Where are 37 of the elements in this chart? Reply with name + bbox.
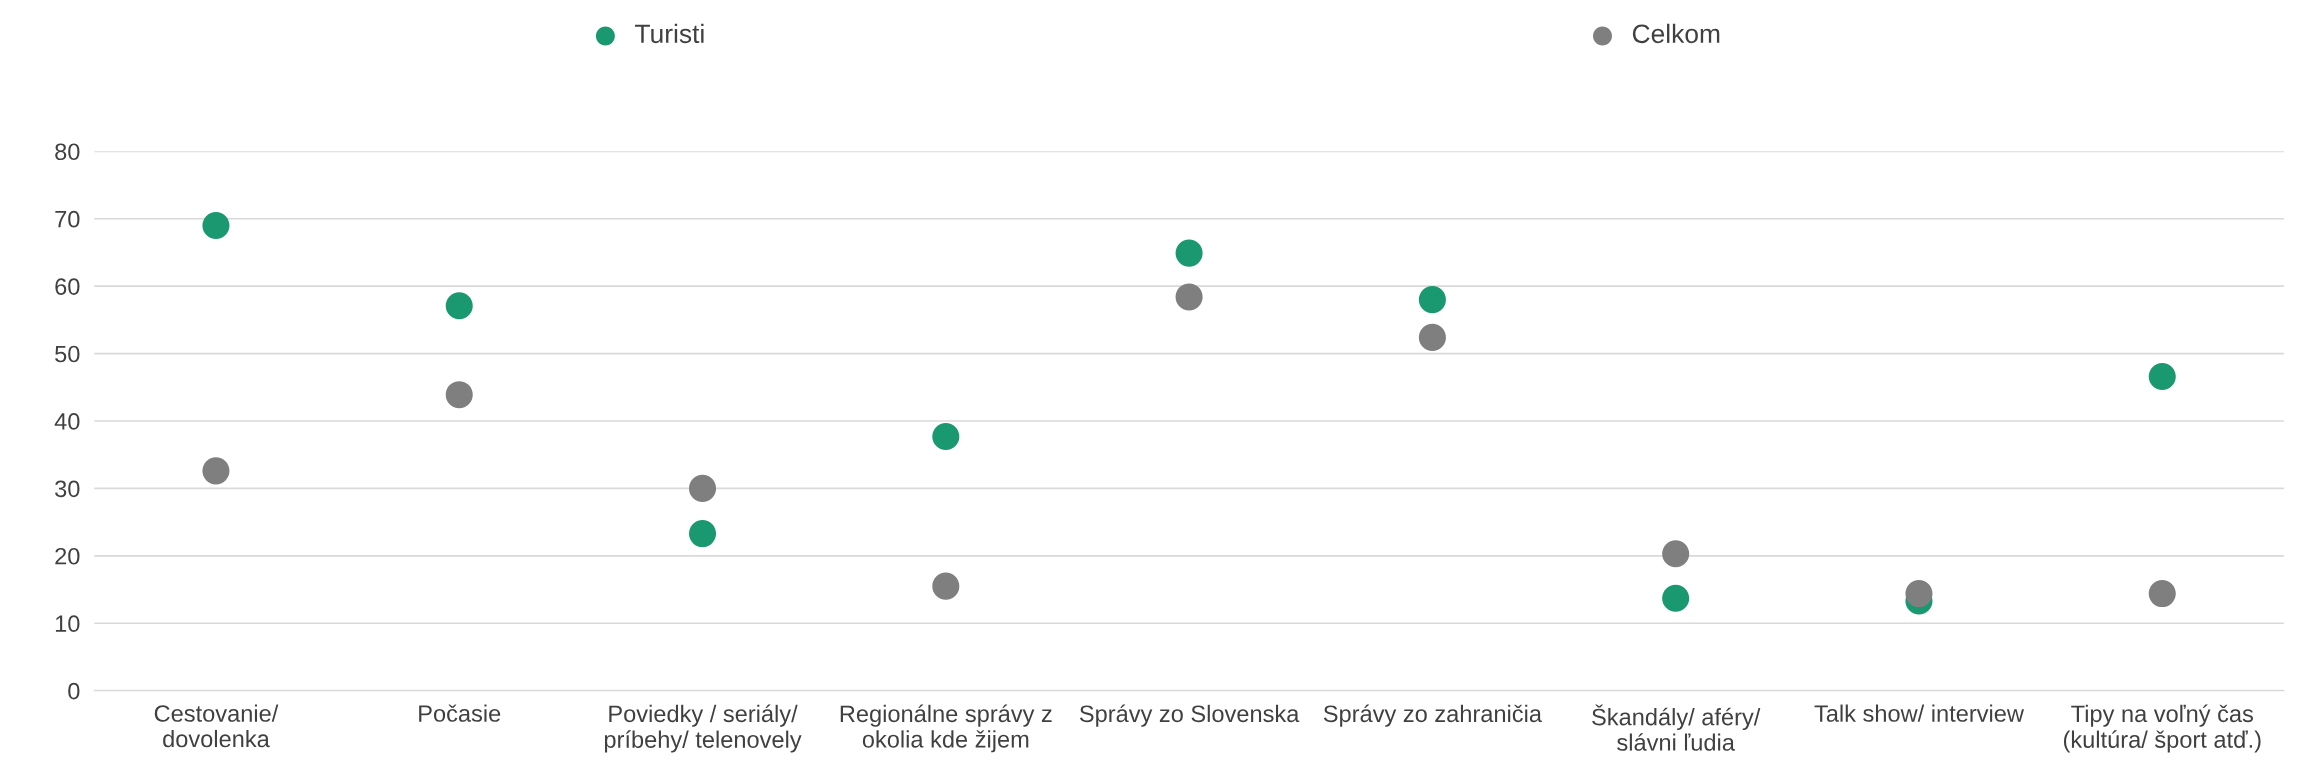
point bbox=[688, 520, 717, 548]
point bbox=[202, 211, 230, 240]
point bbox=[1175, 283, 1203, 311]
point bbox=[932, 422, 960, 451]
legend-label: Turisti bbox=[635, 23, 704, 44]
point bbox=[932, 572, 960, 600]
x-tick-label: Talk show/ interview bbox=[1814, 704, 2024, 722]
point bbox=[1662, 584, 1690, 612]
point bbox=[202, 457, 230, 485]
point bbox=[1175, 239, 1203, 267]
x-tick-label: Regionálne správy z okolia kde žijem bbox=[840, 704, 1052, 753]
x-tick-label: Správy zo zahraničia bbox=[1323, 704, 1542, 727]
point bbox=[688, 474, 717, 502]
y-tick-label: 70 bbox=[55, 210, 80, 228]
y-tick-label: 40 bbox=[54, 413, 80, 430]
point bbox=[2148, 580, 2176, 608]
point bbox=[2148, 362, 2176, 391]
x-tick-label: Poviedky / seriály/ príbehy/ telenovely bbox=[604, 704, 802, 753]
y-tick-label: 60 bbox=[55, 278, 80, 295]
x-tick-label: Počasie bbox=[419, 704, 501, 722]
y-tick-label: 80 bbox=[55, 143, 80, 161]
y-tick-label: 0 bbox=[68, 682, 80, 700]
point bbox=[445, 292, 473, 320]
point bbox=[1418, 323, 1446, 351]
y-tick-label: 50 bbox=[55, 345, 80, 363]
point bbox=[1905, 580, 1933, 608]
x-tick-label: Správy zo Slovenska bbox=[1079, 704, 1300, 727]
x-tick-label: Tipy na voľný čas (kultúra/ šport atď.) bbox=[2063, 704, 2261, 753]
point bbox=[445, 381, 473, 409]
x-tick-label: Cestovanie/ dovolenka bbox=[154, 704, 279, 748]
legend-label: Celkom bbox=[1632, 23, 1720, 44]
y-tick-label: 20 bbox=[55, 547, 80, 565]
y-tick-label: 10 bbox=[55, 615, 80, 633]
point bbox=[1662, 540, 1690, 568]
point bbox=[1418, 286, 1446, 314]
x-tick-label: Škandály/ aféry/ slávni ľudia bbox=[1592, 704, 1761, 751]
y-tick-label: 30 bbox=[55, 480, 80, 498]
